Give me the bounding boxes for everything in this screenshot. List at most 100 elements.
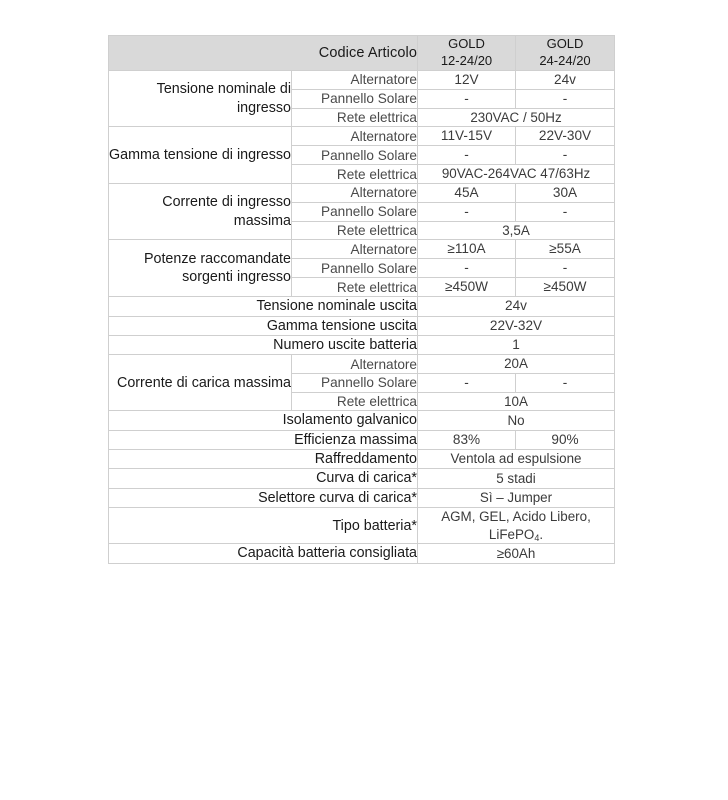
row-label: Raffreddamento bbox=[108, 449, 418, 470]
row-value-model-1: - bbox=[417, 372, 516, 393]
row-value-span: Sì – Jumper bbox=[417, 487, 615, 508]
row-value-model-2: 90% bbox=[515, 429, 615, 451]
row-label: Isolamento galvanico bbox=[108, 410, 418, 431]
row-sublabel: Pannello Solare bbox=[291, 201, 418, 222]
row-value-span: 22V-32V bbox=[417, 315, 615, 336]
header-model-1: GOLD 12-24/20 bbox=[417, 35, 516, 71]
row-label: Capacità batteria consigliata bbox=[108, 543, 418, 564]
row-sublabel: Rete elettrica bbox=[291, 220, 418, 241]
row-value-model-2: - bbox=[515, 145, 615, 166]
product-specification-table: Codice Articolo GOLD 12-24/20 GOLD 24-24/20 T… bbox=[108, 35, 615, 564]
group-label: Corrente di carica massima bbox=[108, 354, 292, 412]
row-sublabel: Alternatore bbox=[291, 126, 418, 147]
row-value-model-1: - bbox=[417, 145, 516, 166]
row-value-model-2: - bbox=[515, 201, 615, 222]
row-value-model-2: ≥55A bbox=[515, 239, 615, 260]
row-value-span: Ventola ad espulsione bbox=[417, 449, 615, 470]
table-row: Pannello Solare - - bbox=[109, 372, 615, 393]
row-value-model-2: ≥450W bbox=[515, 277, 615, 298]
table-row: Tipo batteria* AGM, GEL, Acido Libero, Li… bbox=[108, 506, 615, 545]
row-value-model-1: - bbox=[417, 201, 516, 222]
row-value-model-1: ≥450W bbox=[417, 277, 516, 298]
table-row: Raffreddamento Ventola ad espulsione bbox=[108, 449, 615, 470]
row-value-model-1: 12V bbox=[417, 69, 516, 90]
row-sublabel: Rete elettrica bbox=[291, 277, 418, 298]
spec-table-body: Codice Articolo GOLD 12-24/20 GOLD 24-24/20 T… bbox=[108, 35, 615, 564]
row-label: Gamma tensione uscita bbox=[108, 315, 418, 336]
header-model-2-line2: 24-24/20 bbox=[539, 52, 591, 68]
header-model-2: GOLD 24-24/20 bbox=[515, 35, 615, 71]
table-header-row: Codice Articolo GOLD 12-24/20 GOLD 24-24/20 bbox=[108, 35, 615, 71]
row-value-model-1: 45A bbox=[417, 182, 516, 203]
row-value-span: 5 stadi bbox=[417, 468, 615, 489]
row-label: Numero uscite batteria bbox=[108, 334, 418, 356]
table-row: Gamma tensione uscita 22V-32V bbox=[108, 315, 615, 336]
row-value-model-2: 24v bbox=[515, 69, 615, 90]
table-row: Selettore curva di carica* Sì – Jumper bbox=[108, 487, 615, 508]
row-label: Tensione nominale uscita bbox=[108, 296, 418, 317]
group-label: Tensione nominale di ingresso bbox=[108, 69, 292, 128]
group-label: Corrente di ingresso massima bbox=[108, 182, 292, 241]
row-label: Tipo batteria* bbox=[108, 506, 418, 545]
row-value-span: 1 bbox=[417, 334, 615, 356]
row-value-span: ≥60Ah bbox=[417, 543, 615, 564]
table-row: Rete elettrica 90VAC-264VAC 47/63Hz bbox=[109, 164, 615, 184]
table-row: Gamma tensione di ingresso Alternatore 11V… bbox=[108, 126, 615, 184]
table-row: Capacità batteria consigliata ≥60Ah bbox=[108, 543, 615, 564]
row-value-model-1: - bbox=[417, 88, 516, 109]
table-row: Tensione nominale di ingresso Alternatore… bbox=[108, 69, 615, 128]
row-value-span: No bbox=[417, 410, 615, 431]
table-row: Pannello Solare - - bbox=[109, 201, 615, 222]
row-sublabel: Alternatore bbox=[291, 69, 418, 90]
header-model-1-line2: 12-24/20 bbox=[440, 52, 493, 68]
row-sublabel: Pannello Solare bbox=[291, 88, 418, 109]
row-label: Efficienza massima bbox=[108, 429, 418, 451]
row-label: Selettore curva di carica* bbox=[108, 487, 418, 508]
row-sublabel: Pannello Solare bbox=[291, 145, 418, 166]
row-value-span: 3,5A bbox=[417, 220, 615, 241]
header-model-1-line1: GOLD bbox=[448, 36, 485, 51]
row-sublabel: Alternatore bbox=[291, 354, 418, 374]
table-row: Tensione nominale uscita 24v bbox=[108, 296, 615, 317]
table-row: Potenze raccomandate sorgenti ingresso Al… bbox=[108, 239, 615, 298]
row-sublabel: Rete elettrica bbox=[291, 107, 418, 128]
row-value-span: 20A bbox=[417, 354, 615, 374]
row-value-span: AGM, GEL, Acido Libero, LiFePO4. bbox=[417, 506, 615, 545]
table-row: Corrente di carica massima Alternatore 20A bbox=[108, 354, 615, 412]
table-row: Pannello Solare - - bbox=[109, 258, 615, 279]
row-value-span: 10A bbox=[417, 391, 615, 412]
table-row: Rete elettrica 3,5A bbox=[109, 220, 615, 241]
header-codice-articolo: Codice Articolo bbox=[108, 35, 418, 71]
group-label: Gamma tensione di ingresso bbox=[108, 126, 292, 184]
table-row: Numero uscite batteria 1 bbox=[108, 334, 615, 356]
row-sublabel: Alternatore bbox=[291, 239, 418, 260]
row-sublabel: Alternatore bbox=[291, 182, 418, 203]
row-value-model-1: 83% bbox=[417, 429, 516, 451]
spec-table-container: Codice Articolo GOLD 12-24/20 GOLD 24-24/20 T… bbox=[108, 35, 615, 564]
row-value-model-1: - bbox=[417, 258, 516, 279]
row-sublabel: Rete elettrica bbox=[291, 164, 418, 184]
row-value-span: 230VAC / 50Hz bbox=[417, 107, 615, 128]
row-value-model-1: 11V-15V bbox=[417, 126, 516, 147]
row-sublabel: Rete elettrica bbox=[291, 391, 418, 412]
row-sublabel: Pannello Solare bbox=[291, 258, 418, 279]
group-label: Potenze raccomandate sorgenti ingresso bbox=[108, 239, 292, 298]
row-value-model-2: - bbox=[515, 258, 615, 279]
table-row: Corrente di ingresso massima Alternatore 4… bbox=[108, 182, 615, 241]
row-value-model-2: 22V-30V bbox=[515, 126, 615, 147]
row-sublabel: Pannello Solare bbox=[291, 372, 418, 393]
table-row: Pannello Solare - - bbox=[109, 88, 615, 109]
table-row: Rete elettrica 230VAC / 50Hz bbox=[109, 107, 615, 128]
row-value-model-2: - bbox=[515, 372, 615, 393]
row-value-model-2: 30A bbox=[515, 182, 615, 203]
header-model-2-line1: GOLD bbox=[546, 36, 584, 51]
row-label: Curva di carica* bbox=[108, 468, 418, 489]
table-row: Efficienza massima 83% 90% bbox=[108, 429, 615, 451]
row-value-model-2: - bbox=[515, 88, 615, 109]
table-row: Isolamento galvanico No bbox=[108, 410, 615, 431]
row-value-span: 24v bbox=[417, 296, 615, 317]
row-value-span: 90VAC-264VAC 47/63Hz bbox=[417, 164, 615, 184]
row-value-model-1: ≥110A bbox=[417, 239, 516, 260]
table-row: Pannello Solare - - bbox=[109, 145, 615, 166]
table-row: Curva di carica* 5 stadi bbox=[108, 468, 615, 489]
